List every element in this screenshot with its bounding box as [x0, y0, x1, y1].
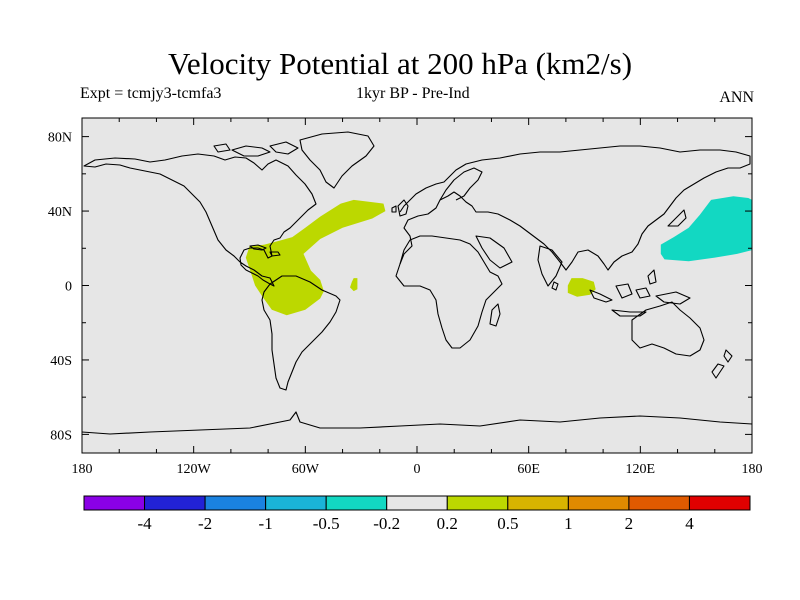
colorbar-label: 0.5	[497, 514, 518, 533]
colorbar-label: -0.2	[373, 514, 400, 533]
colorbar-label: 2	[625, 514, 634, 533]
coastline-australia	[631, 301, 705, 357]
coastline-antarctica	[81, 411, 753, 435]
coastline-japan	[667, 209, 687, 227]
colorbar-swatch	[628, 495, 690, 511]
x-tick-label: 60W	[292, 462, 320, 477]
y-tick-label: 0	[65, 280, 72, 295]
colorbar-label: -4	[137, 514, 152, 533]
colorbar-swatch	[688, 495, 751, 511]
y-tick-label: 80S	[50, 428, 72, 443]
y-tick-label: 80N	[48, 131, 72, 146]
colorbar-label: -1	[259, 514, 273, 533]
coastline-sri-lanka	[551, 281, 559, 291]
colorbar-swatch	[567, 495, 630, 511]
colorbar: -4 -2 -1 -0.5 -0.2 0.2 0.5 1 2 4	[83, 495, 751, 533]
experiment-label: Expt = tcmjy3-tcmfa3	[80, 85, 222, 102]
x-tick-label: 120E	[626, 462, 656, 477]
x-tick-label: 0	[414, 462, 421, 477]
colorbar-label: -2	[198, 514, 212, 533]
colorbar-label: 4	[685, 514, 694, 533]
coastline-greenland	[299, 131, 375, 189]
coastline-new-zealand	[711, 349, 733, 379]
x-tick-label: 180	[742, 462, 763, 477]
x-tick-label: 60E	[517, 462, 540, 477]
coastline-north-america	[83, 153, 317, 287]
colorbar-swatch	[265, 495, 327, 511]
colorbar-label: 1	[564, 514, 573, 533]
colorbar-swatch	[144, 495, 206, 511]
x-tick-label: 120W	[177, 462, 212, 477]
coastline-arabia	[475, 235, 513, 269]
y-tick-label: 40S	[50, 354, 72, 369]
colorbar-swatch	[386, 495, 448, 511]
coastline-scandinavia	[439, 167, 483, 201]
anomaly-region	[350, 278, 358, 292]
coastline-africa	[395, 235, 503, 349]
coastline-india	[537, 245, 563, 287]
y-axis: 80N 40N 0 40S 80S	[48, 131, 752, 443]
y-tick-label: 40N	[48, 205, 72, 220]
anomaly-region	[567, 278, 596, 297]
colorbar-swatch	[83, 495, 146, 511]
chart-title: Velocity Potential at 200 hPa (km2/s)	[167, 46, 633, 81]
colorbar-swatch	[507, 495, 569, 511]
colorbar-swatch	[446, 495, 509, 511]
season-label: ANN	[719, 89, 754, 106]
coastline-madagascar	[489, 303, 501, 327]
coastlines	[81, 131, 753, 435]
period-label: 1kyr BP - Pre-Ind	[356, 85, 470, 102]
coastline-indonesia	[589, 269, 691, 317]
anomaly-region	[245, 199, 386, 316]
coastline-caribbean	[249, 244, 281, 257]
x-tick-label: 180	[72, 462, 93, 477]
coastline-british-isles	[391, 199, 409, 217]
coastline-south-america	[261, 275, 341, 391]
coastline-arctic-islands	[213, 141, 299, 157]
colorbar-label: -0.5	[313, 514, 340, 533]
colorbar-swatch	[204, 495, 267, 511]
colorbar-swatch	[325, 495, 388, 511]
anomaly-regions	[245, 196, 752, 316]
colorbar-label: 0.2	[437, 514, 458, 533]
x-axis: 180 120W 60W 0 60E 120E 180	[72, 118, 763, 477]
anomaly-region	[660, 196, 752, 262]
